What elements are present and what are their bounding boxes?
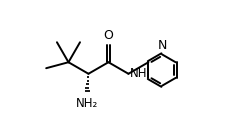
Text: O: O (104, 29, 114, 42)
Text: NH₂: NH₂ (76, 97, 98, 109)
Text: N: N (157, 39, 167, 52)
Text: NH: NH (130, 67, 148, 80)
